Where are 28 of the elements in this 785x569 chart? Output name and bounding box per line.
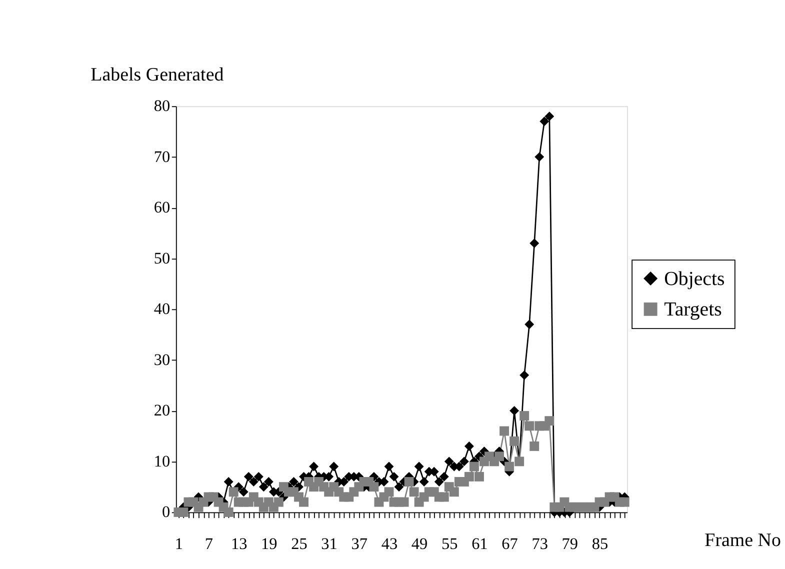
x-tick-label: 79 [562, 534, 578, 553]
x-tick-label: 13 [230, 534, 248, 553]
y-tick-label: 50 [154, 249, 170, 268]
y-tick-label: 20 [154, 402, 170, 420]
y-axis-title: Labels Generated [90, 64, 224, 86]
x-tick-label: 67 [502, 534, 518, 553]
y-tick-label: 70 [154, 148, 170, 166]
x-tick-label: 7 [204, 534, 214, 553]
y-tick-label: 30 [154, 350, 170, 369]
y-tick-label: 10 [154, 452, 170, 470]
x-tick-label: 31 [321, 534, 338, 553]
legend-label: Targets [664, 298, 722, 321]
x-tick-label: 43 [381, 534, 398, 553]
y-tick-label: 40 [154, 300, 170, 318]
x-tick-label: 85 [592, 534, 608, 553]
x-tick-label: 55 [441, 534, 458, 553]
legend-label: Objects [664, 268, 725, 290]
x-tick-label: 19 [261, 534, 278, 553]
y-tick-label: 60 [154, 198, 170, 217]
x-tick-label: 49 [411, 534, 428, 553]
x-axis-title: Frame No [704, 530, 781, 552]
x-tick-label: 61 [472, 534, 488, 553]
x-tick-label: 37 [351, 534, 368, 553]
x-tick-label: 1 [174, 534, 183, 553]
y-tick-label: 80 [154, 97, 170, 116]
x-tick-label: 73 [532, 534, 548, 553]
y-tick-label: 0 [162, 503, 170, 522]
x-tick-label: 25 [291, 534, 308, 553]
